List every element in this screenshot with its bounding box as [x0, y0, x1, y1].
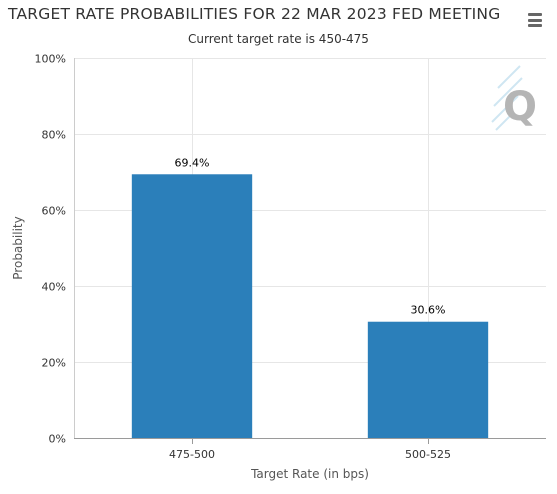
- x-tick-label: 500-525: [405, 448, 451, 461]
- svg-text:Q: Q: [503, 84, 537, 130]
- y-tick-label: 40%: [42, 281, 66, 294]
- data-label: 30.6%: [411, 304, 446, 317]
- y-tick-label: 60%: [42, 205, 66, 218]
- y-tick-label: 0%: [49, 433, 66, 446]
- y-tick-label: 100%: [35, 53, 66, 66]
- bar: [131, 174, 253, 438]
- axes: 0% 20% 40% 60% 80% 100% 475-500 500-525 Target R…: [11, 53, 546, 481]
- chart-subtitle: Current target rate is 450-475: [188, 32, 369, 46]
- q-logo-icon: Q: [491, 65, 537, 131]
- y-tick-label: 20%: [42, 357, 66, 370]
- y-axis-title: Probability: [11, 216, 25, 279]
- labels: 69.4% 30.6%: [175, 156, 446, 316]
- bar: [367, 321, 489, 438]
- hamburger-menu-icon[interactable]: [526, 12, 544, 28]
- data-label: 69.4%: [175, 156, 210, 169]
- y-tick-label: 80%: [42, 129, 66, 142]
- x-axis-title: Target Rate (in bps): [250, 467, 369, 481]
- bars: [131, 174, 489, 438]
- x-tick-label: 475-500: [169, 448, 215, 461]
- chart-title: TARGET RATE PROBABILITIES FOR 22 MAR 202…: [8, 5, 501, 23]
